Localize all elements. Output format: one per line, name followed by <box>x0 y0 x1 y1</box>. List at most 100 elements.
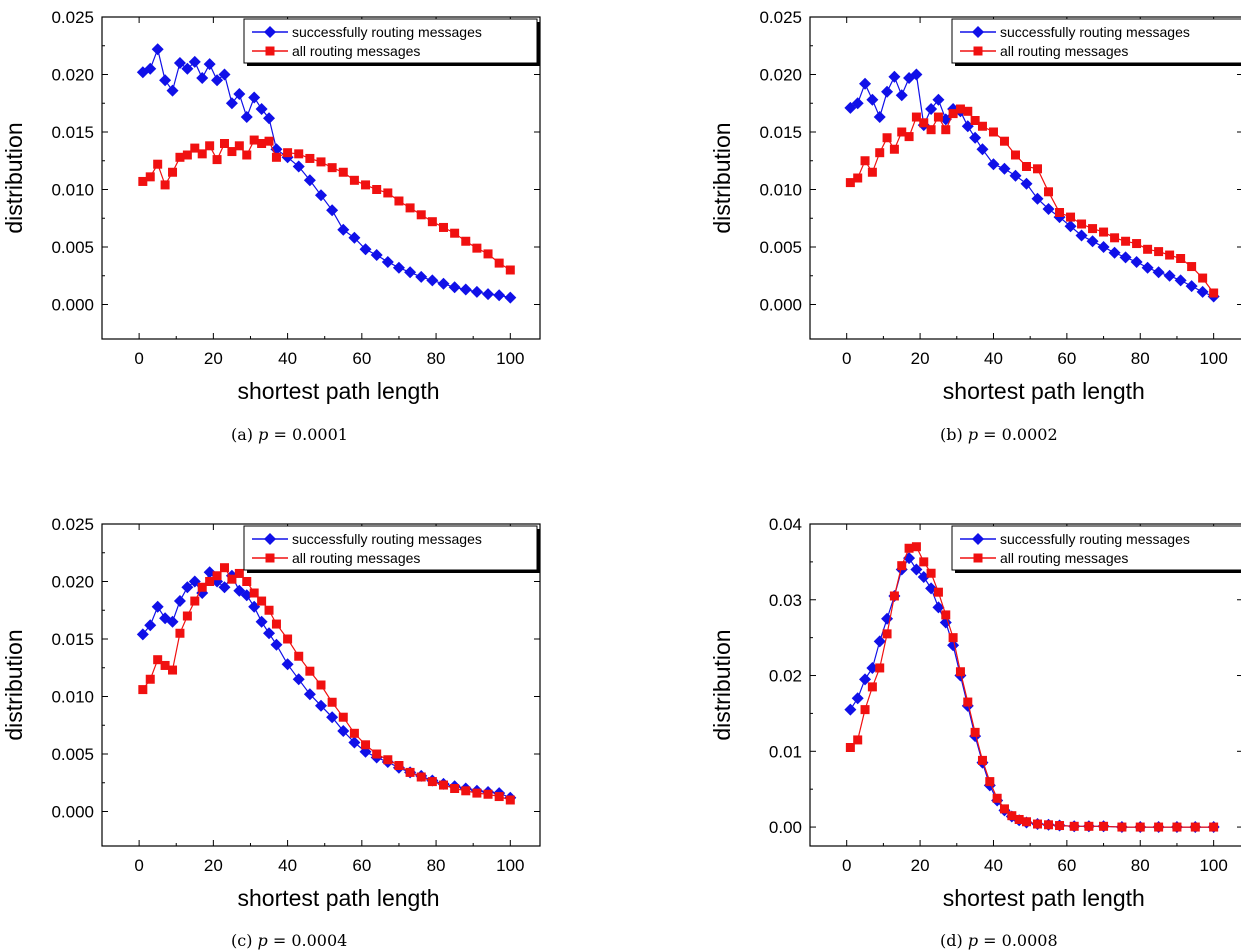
y-axis-title: distribution <box>1 629 27 740</box>
data-point-diamond <box>233 88 246 101</box>
data-point-square <box>867 682 877 692</box>
legend-marker-square <box>265 553 275 563</box>
data-point-diamond <box>337 223 350 236</box>
data-point-square <box>1084 821 1094 831</box>
data-point-square <box>227 147 237 157</box>
data-point-diamond <box>1174 274 1187 287</box>
caption-label: (d) <box>940 931 968 950</box>
data-point-diamond <box>303 174 316 187</box>
data-point-square <box>249 588 259 598</box>
legend-label: all routing messages <box>1000 43 1128 59</box>
data-point-square <box>1066 212 1076 222</box>
y-tick-label: 0.000 <box>51 803 94 822</box>
data-point-diamond <box>1152 266 1165 279</box>
data-point-diamond <box>263 112 276 125</box>
data-point-square <box>394 196 404 206</box>
data-point-square <box>160 180 170 190</box>
data-point-square <box>1055 821 1065 831</box>
data-point-diamond <box>255 615 268 628</box>
data-point-square <box>427 217 437 227</box>
data-point-square <box>1121 236 1131 246</box>
x-tick-label: 40 <box>984 856 1003 875</box>
data-point-diamond <box>151 43 164 56</box>
data-point-square <box>294 149 304 159</box>
data-point-square <box>955 667 965 677</box>
x-tick-label: 20 <box>911 349 930 368</box>
data-point-square <box>882 133 892 143</box>
data-point-square <box>182 611 192 621</box>
x-tick-label: 80 <box>1131 349 1150 368</box>
x-tick-label: 80 <box>1131 856 1150 875</box>
data-point-square <box>283 634 293 644</box>
caption-value: = 0.0001 <box>268 425 348 444</box>
data-point-square <box>227 574 237 584</box>
data-point-diamond <box>910 563 923 576</box>
data-point-square <box>305 666 315 676</box>
legend-marker-square <box>265 46 275 56</box>
x-axis-title: shortest path length <box>238 378 440 404</box>
legend-marker-square <box>973 46 983 56</box>
x-tick-label: 0 <box>842 856 851 875</box>
data-point-diamond <box>1163 269 1176 282</box>
data-point-square <box>405 767 415 777</box>
data-point-diamond <box>181 62 194 75</box>
y-tick-label: 0.015 <box>51 630 94 649</box>
series-line-successful <box>142 47 511 299</box>
series-line-all <box>142 139 511 271</box>
y-tick-label: 0.025 <box>51 515 94 534</box>
series-line-successful <box>850 73 1214 297</box>
data-point-square <box>889 591 899 601</box>
data-point-diamond <box>255 103 268 115</box>
data-point-diamond <box>482 288 495 301</box>
data-point-square <box>294 651 304 661</box>
data-point-square <box>999 136 1009 146</box>
data-point-square <box>1190 822 1200 832</box>
y-tick-label: 0.04 <box>769 515 802 534</box>
y-tick-label: 0.000 <box>51 296 94 315</box>
data-point-square <box>904 132 914 142</box>
x-tick-label: 80 <box>427 349 446 368</box>
x-axis-title: shortest path length <box>238 885 440 911</box>
data-point-square <box>338 712 348 722</box>
data-point-diamond <box>859 77 872 90</box>
legend-box <box>951 525 1241 571</box>
data-point-diamond <box>1031 192 1044 205</box>
data-point-square <box>1007 811 1017 821</box>
legend-marker-diamond <box>264 26 276 38</box>
y-tick-label: 0.020 <box>51 573 94 592</box>
data-point-square <box>977 121 987 131</box>
x-tick-label: 40 <box>278 856 297 875</box>
data-point-square <box>372 185 382 194</box>
data-point-square <box>1010 150 1020 160</box>
data-point-square <box>948 633 958 643</box>
data-point-diamond <box>392 261 405 274</box>
x-axis-title: shortest path length <box>943 885 1145 911</box>
data-point-square <box>438 222 448 232</box>
data-point-square <box>988 127 998 137</box>
data-point-diamond <box>1075 229 1088 242</box>
data-point-square <box>845 743 855 753</box>
data-point-diamond <box>844 703 857 716</box>
data-point-diamond <box>292 160 305 173</box>
data-point-diamond <box>315 699 327 712</box>
data-point-square <box>970 116 980 125</box>
data-point-diamond <box>437 277 450 290</box>
x-tick-label: 60 <box>352 349 371 368</box>
data-point-square <box>145 172 155 182</box>
data-point-square <box>182 150 192 160</box>
data-point-square <box>361 180 371 190</box>
data-point-square <box>1209 288 1219 298</box>
data-point-diamond <box>910 68 923 81</box>
data-point-diamond <box>888 70 901 83</box>
data-point-diamond <box>873 111 886 124</box>
legend-label: successfully routing messages <box>1000 24 1190 40</box>
x-tick-label: 20 <box>911 856 930 875</box>
data-point-diamond <box>1086 235 1099 248</box>
x-tick-label: 60 <box>1057 856 1076 875</box>
data-point-square <box>327 163 337 173</box>
data-point-diamond <box>166 84 179 97</box>
data-point-square <box>153 159 163 169</box>
chart-panel-c: 0 20 40 60 80 100 0.000 0.005 0.010 0.015 0.020 0.0… <box>1 515 541 950</box>
data-point-diamond <box>348 736 361 749</box>
data-point-diamond <box>370 249 383 262</box>
